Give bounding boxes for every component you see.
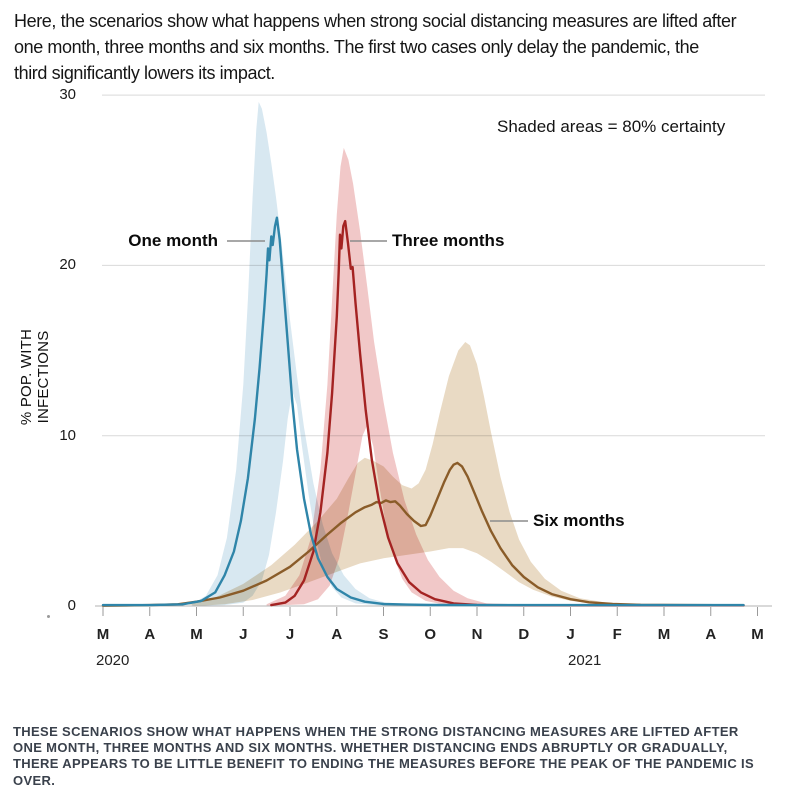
intro-line: one month, three months and six months. … xyxy=(14,37,699,57)
six-months-curve xyxy=(101,461,745,607)
x-tick-label: S xyxy=(378,626,389,643)
caption-line: THERE APPEARS TO BE LITTLE BENEFIT TO EN… xyxy=(13,756,754,772)
x-tick-label: J xyxy=(285,626,295,643)
intro-line: third significantly lowers its impact. xyxy=(14,63,275,83)
x-tick-label: M xyxy=(96,626,110,643)
six-months-confidence-band xyxy=(187,342,664,606)
x-tick-label: A xyxy=(705,626,717,643)
one-month-curve xyxy=(101,216,745,607)
three-months-confidence-band xyxy=(266,147,506,606)
series-label-six-months: Six months xyxy=(533,511,625,530)
x-tick-label: M xyxy=(751,626,764,643)
series-label-one-month: One month xyxy=(128,231,218,250)
one-month-confidence-band xyxy=(191,101,407,607)
x-tick-label: J xyxy=(239,626,248,643)
x-tick-label: D xyxy=(518,626,530,643)
x-tick-label: M xyxy=(190,626,203,643)
certainty-note: Shaded areas = 80% certainty xyxy=(497,117,726,136)
intro-paragraph: Here, the scenarios show what happens wh… xyxy=(14,8,792,86)
y-tick-label: 10 xyxy=(59,426,76,444)
x-tick-label: N xyxy=(471,626,483,643)
y-tick-label: 0 xyxy=(67,597,76,614)
year-label-2021: 2021 xyxy=(568,652,602,669)
x-tick-label: M xyxy=(657,626,671,643)
chart-caption: THESE SCENARIOS SHOW WHAT HAPPENS WHEN T… xyxy=(13,724,793,789)
stray-dot xyxy=(47,615,50,618)
y-tick-label: 20 xyxy=(59,256,76,274)
x-tick-label: J xyxy=(566,626,575,643)
caption-line: THESE SCENARIOS SHOW WHAT HAPPENS WHEN T… xyxy=(13,724,739,739)
caption-line: ONE MONTH, THREE MONTHS AND SIX MONTHS. … xyxy=(13,740,728,756)
year-label-2020: 2020 xyxy=(96,652,130,669)
y-tick-label: 30 xyxy=(59,86,76,104)
x-tick-label: A xyxy=(331,626,343,643)
x-tick-label: O xyxy=(424,626,437,643)
series-label-three-months: Three months xyxy=(392,231,505,250)
x-tick-label: A xyxy=(144,626,156,643)
x-tick-label: F xyxy=(612,626,622,643)
three-months-curve xyxy=(270,219,745,607)
caption-line: OVER. xyxy=(13,772,56,788)
intro-line: Here, the scenarios show what happens wh… xyxy=(14,11,737,31)
